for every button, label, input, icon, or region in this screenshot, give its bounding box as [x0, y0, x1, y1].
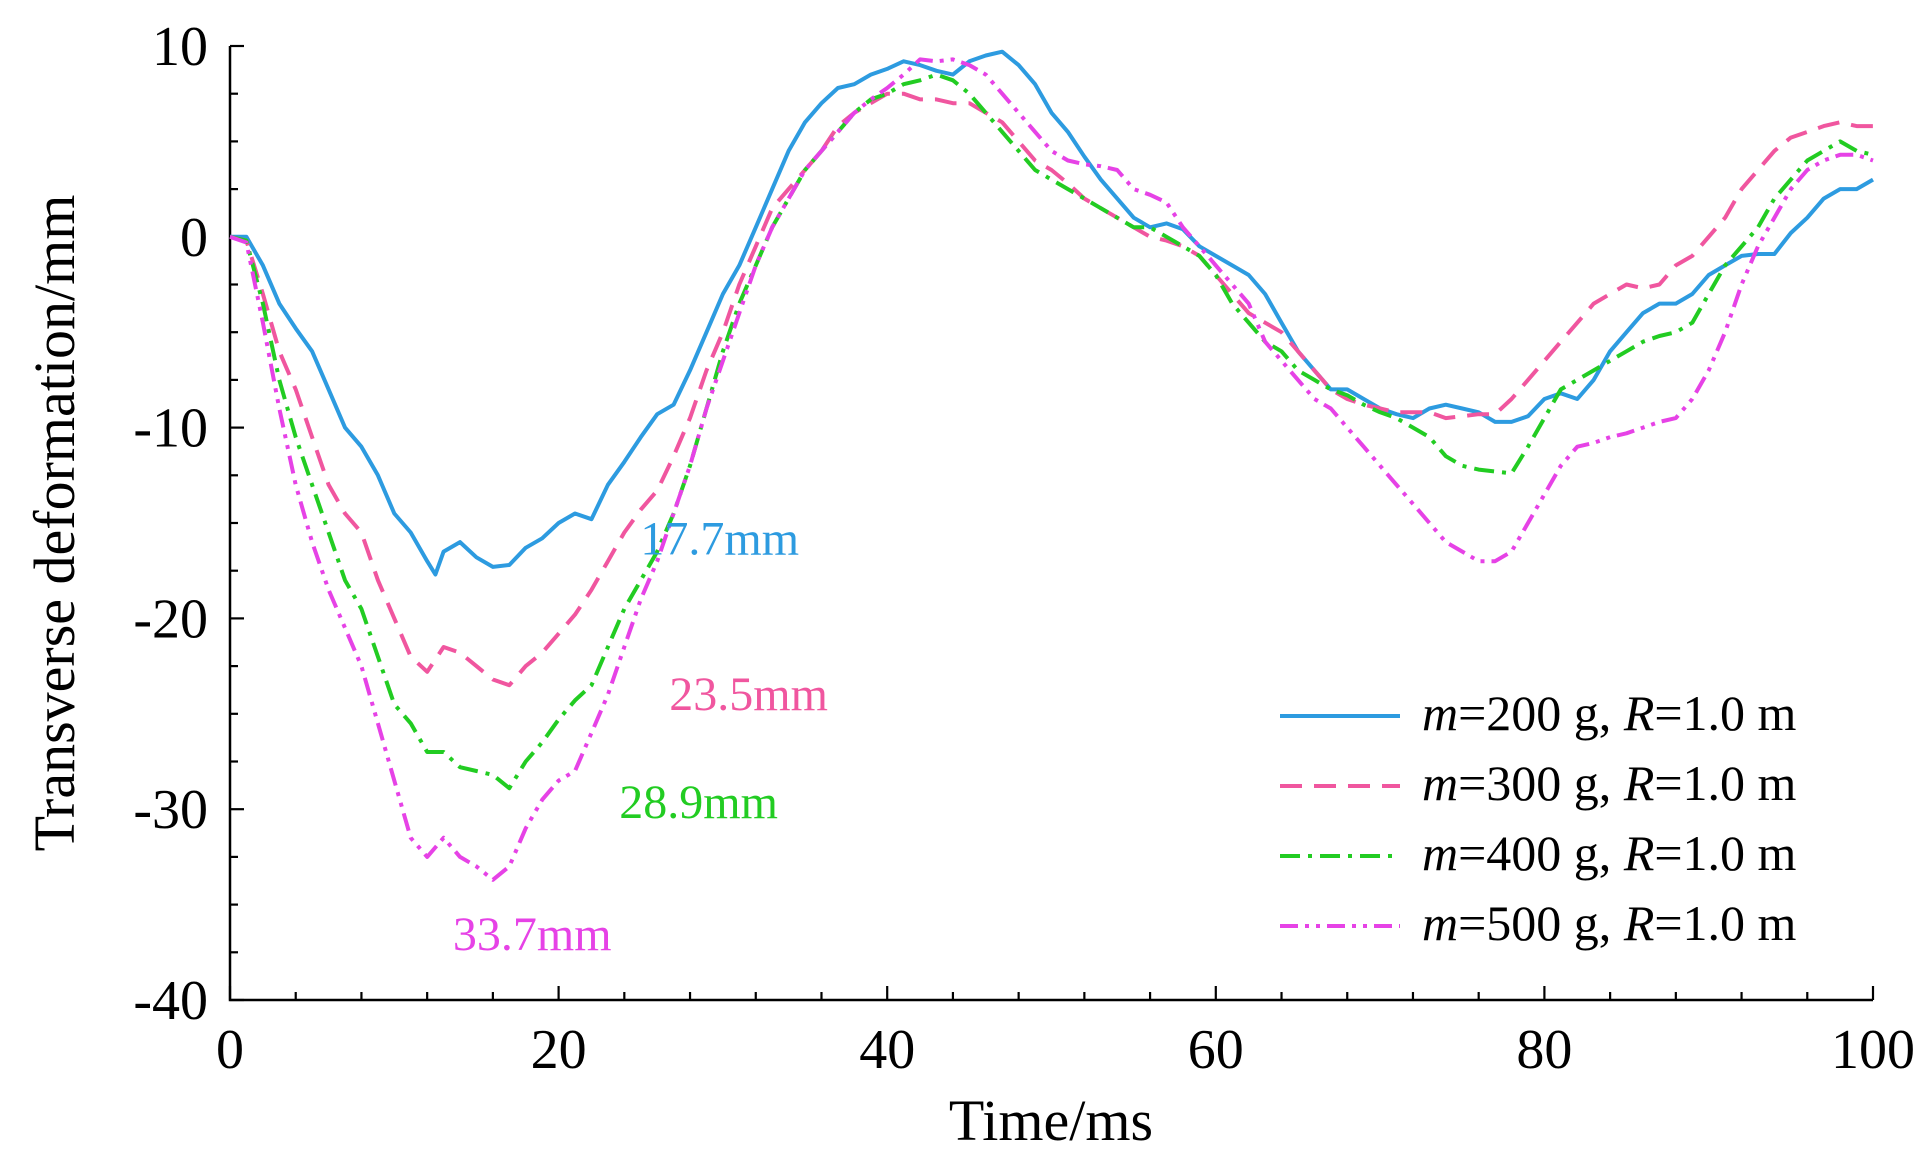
legend-label-part: R	[1623, 685, 1655, 741]
legend-label-part: m	[1422, 895, 1458, 951]
x-tick-label: 0	[216, 1019, 244, 1081]
series-line-3	[229, 72, 1874, 791]
series-layer	[229, 49, 1875, 882]
x-axis-title: Time/ms	[949, 1088, 1153, 1153]
x-tick-label: 100	[1831, 1019, 1913, 1081]
x-tick-label: 40	[859, 1019, 915, 1081]
peak-annotation: 33.7mm	[453, 908, 612, 961]
y-tick-label: 10	[152, 16, 208, 78]
y-tick-label: -30	[133, 779, 208, 841]
legend-label-part: m	[1422, 825, 1458, 881]
legend-label-part: R	[1623, 755, 1655, 811]
y-axis-title: Transverse deformation/mm	[22, 195, 87, 852]
legend-label-part: =500 g,	[1458, 895, 1624, 951]
legend-label: m=300 g, R=1.0 m	[1422, 755, 1797, 811]
legend-label: m=500 g, R=1.0 m	[1422, 895, 1797, 951]
series-line-1	[230, 49, 1875, 577]
legend-label-part: =400 g,	[1458, 825, 1624, 881]
legend-label-part: =1.0 m	[1654, 685, 1796, 741]
annotations: 17.7mm 23.5mm 28.9mm 33.7mm	[453, 513, 828, 961]
legend-label-part: =200 g,	[1458, 685, 1624, 741]
y-tick-label: 0	[180, 207, 208, 269]
series-line-2	[229, 91, 1873, 688]
legend-label: m=400 g, R=1.0 m	[1422, 825, 1797, 881]
y-tick-label: -40	[133, 970, 208, 1032]
x-tick-label: 80	[1516, 1019, 1572, 1081]
legend-label-part: R	[1623, 895, 1655, 951]
legend: m=200 g, R=1.0 mm=300 g, R=1.0 mm=400 g,…	[1280, 685, 1797, 951]
peak-annotation: 17.7mm	[640, 513, 799, 566]
x-tick-label: 20	[531, 1019, 587, 1081]
legend-label: m=200 g, R=1.0 m	[1422, 685, 1797, 741]
y-tick-label: -20	[133, 588, 208, 650]
legend-label-part: =1.0 m	[1654, 895, 1796, 951]
peak-annotation: 28.9mm	[619, 776, 778, 829]
legend-label-part: R	[1623, 825, 1655, 881]
y-tick-label: -10	[133, 398, 208, 460]
series-line-4	[229, 57, 1874, 882]
legend-label-part: =1.0 m	[1654, 825, 1796, 881]
legend-label-part: =300 g,	[1458, 755, 1624, 811]
legend-label-part: m	[1422, 755, 1458, 811]
legend-label-part: m	[1422, 685, 1458, 741]
x-tick-label: 60	[1188, 1019, 1244, 1081]
legend-label-part: =1.0 m	[1654, 755, 1796, 811]
peak-annotation: 23.5mm	[669, 668, 828, 721]
